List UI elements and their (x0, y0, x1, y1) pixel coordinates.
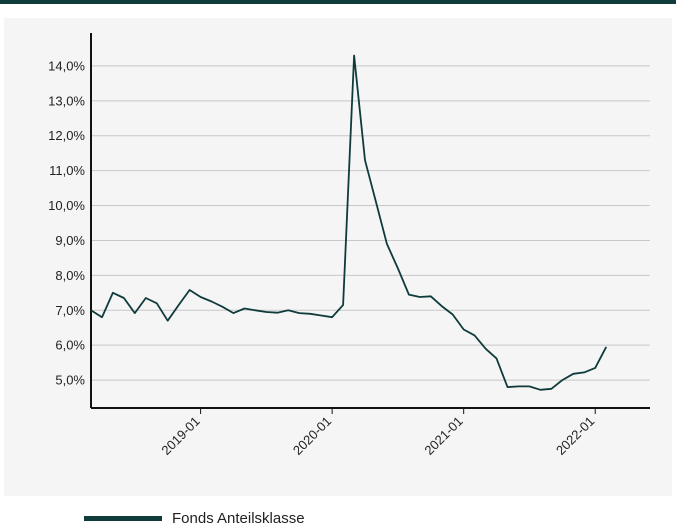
y-tick-label: 6,0% (55, 338, 85, 353)
x-tick-label: 2022-01 (553, 414, 597, 458)
legend: Fonds Anteilsklasse (84, 508, 305, 528)
y-tick-label: 13,0% (48, 93, 85, 108)
line-chart: 5,0% 6,0% 7,0% 8,0% 9,0% 10,0% 11,0% 12,0% 13,0%… (48, 33, 650, 458)
axes (90, 33, 650, 409)
y-tick-label: 10,0% (48, 198, 85, 213)
y-tick-label: 8,0% (55, 268, 85, 283)
x-tick-label: 2019-01 (158, 414, 202, 458)
series-line (90, 54, 607, 391)
legend-label: Fonds Anteilsklasse (172, 509, 305, 527)
grid-lines (91, 65, 650, 381)
x-axis-ticks: 2019-01 2020-01 2021-01 2022-01 (158, 408, 597, 458)
y-tick-label: 14,0% (48, 58, 85, 73)
y-tick-label: 11,0% (49, 163, 85, 178)
x-tick-label: 2020-01 (290, 414, 334, 458)
x-tick-label: 2021-01 (421, 414, 465, 458)
chart-panel: 5,0% 6,0% 7,0% 8,0% 9,0% 10,0% 11,0% 12,0% 13,0%… (4, 18, 672, 496)
y-tick-label: 5,0% (55, 373, 85, 388)
legend-swatch (84, 515, 162, 521)
series-layer (90, 54, 607, 391)
y-tick-label: 9,0% (55, 233, 85, 248)
y-tick-label: 12,0% (48, 128, 85, 143)
top-accent-bar (0, 0, 676, 4)
y-axis-tick-labels: 5,0% 6,0% 7,0% 8,0% 9,0% 10,0% 11,0% 12,0% 13,0%… (48, 58, 85, 387)
y-tick-label: 7,0% (55, 303, 85, 318)
